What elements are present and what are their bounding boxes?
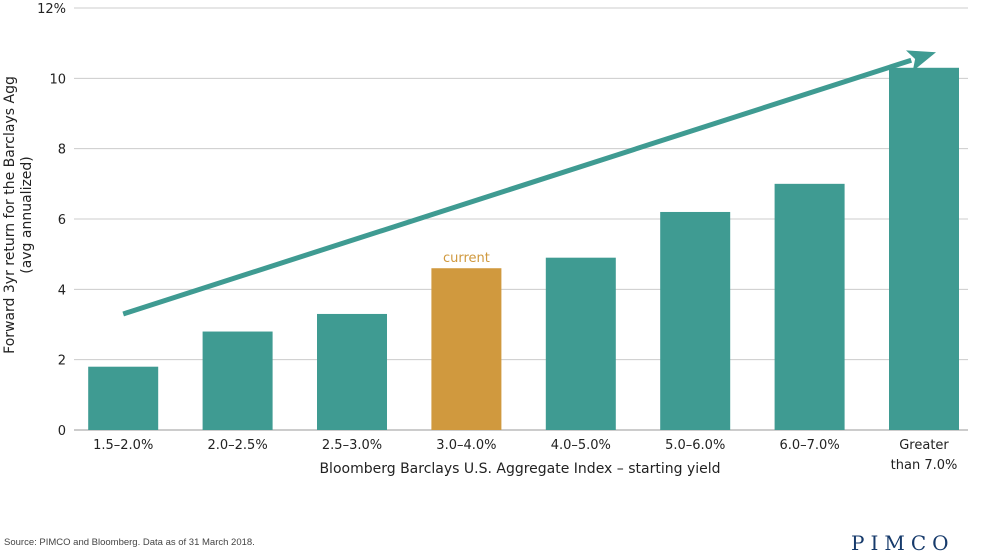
x-tick-label: 3.0–4.0% xyxy=(436,438,496,453)
bar xyxy=(317,313,387,430)
x-axis-label: Bloomberg Barclays U.S. Aggregate Index … xyxy=(319,461,720,477)
source-note: Source: PIMCO and Bloomberg. Data as of … xyxy=(4,537,255,548)
y-tick-label: 0 xyxy=(58,424,66,439)
y-axis-label: (avg annualized) xyxy=(19,156,35,274)
bar xyxy=(202,331,273,430)
y-tick-label: 10 xyxy=(49,72,66,87)
y-axis-label: Forward 3yr return for the Barclays Agg xyxy=(2,76,18,354)
y-tick-label: 6 xyxy=(58,213,66,228)
x-tick-label: than 7.0% xyxy=(891,458,958,473)
x-tick-label: 2.5–3.0% xyxy=(322,438,382,453)
bar xyxy=(889,67,959,431)
bar xyxy=(774,183,845,430)
trend-arrow-line xyxy=(122,57,913,317)
y-tick-label: 12% xyxy=(37,2,66,17)
current-label: current xyxy=(443,251,490,266)
pimco-logo: PIMCO xyxy=(851,531,955,555)
bar xyxy=(88,366,159,430)
x-tick-label: Greater xyxy=(899,438,949,453)
bar xyxy=(431,268,502,430)
bar xyxy=(545,257,616,430)
bar xyxy=(660,211,731,430)
y-tick-label: 2 xyxy=(58,354,66,369)
bar-chart: 0 2 4 6 8 10 12% 1.5–2.0% 2.0–2.5% 2.5–3.0% 3.0–4.… xyxy=(2,2,968,477)
x-tick-label: 6.0–7.0% xyxy=(779,438,839,453)
x-tick-label: 4.0–5.0% xyxy=(551,438,611,453)
y-tick-label: 8 xyxy=(58,143,66,158)
x-tick-label: 5.0–6.0% xyxy=(665,438,725,453)
y-tick-label: 4 xyxy=(58,283,66,298)
x-tick-label: 1.5–2.0% xyxy=(93,438,153,453)
x-tick-label: 2.0–2.5% xyxy=(207,438,267,453)
trend-arrow-head xyxy=(906,50,936,72)
